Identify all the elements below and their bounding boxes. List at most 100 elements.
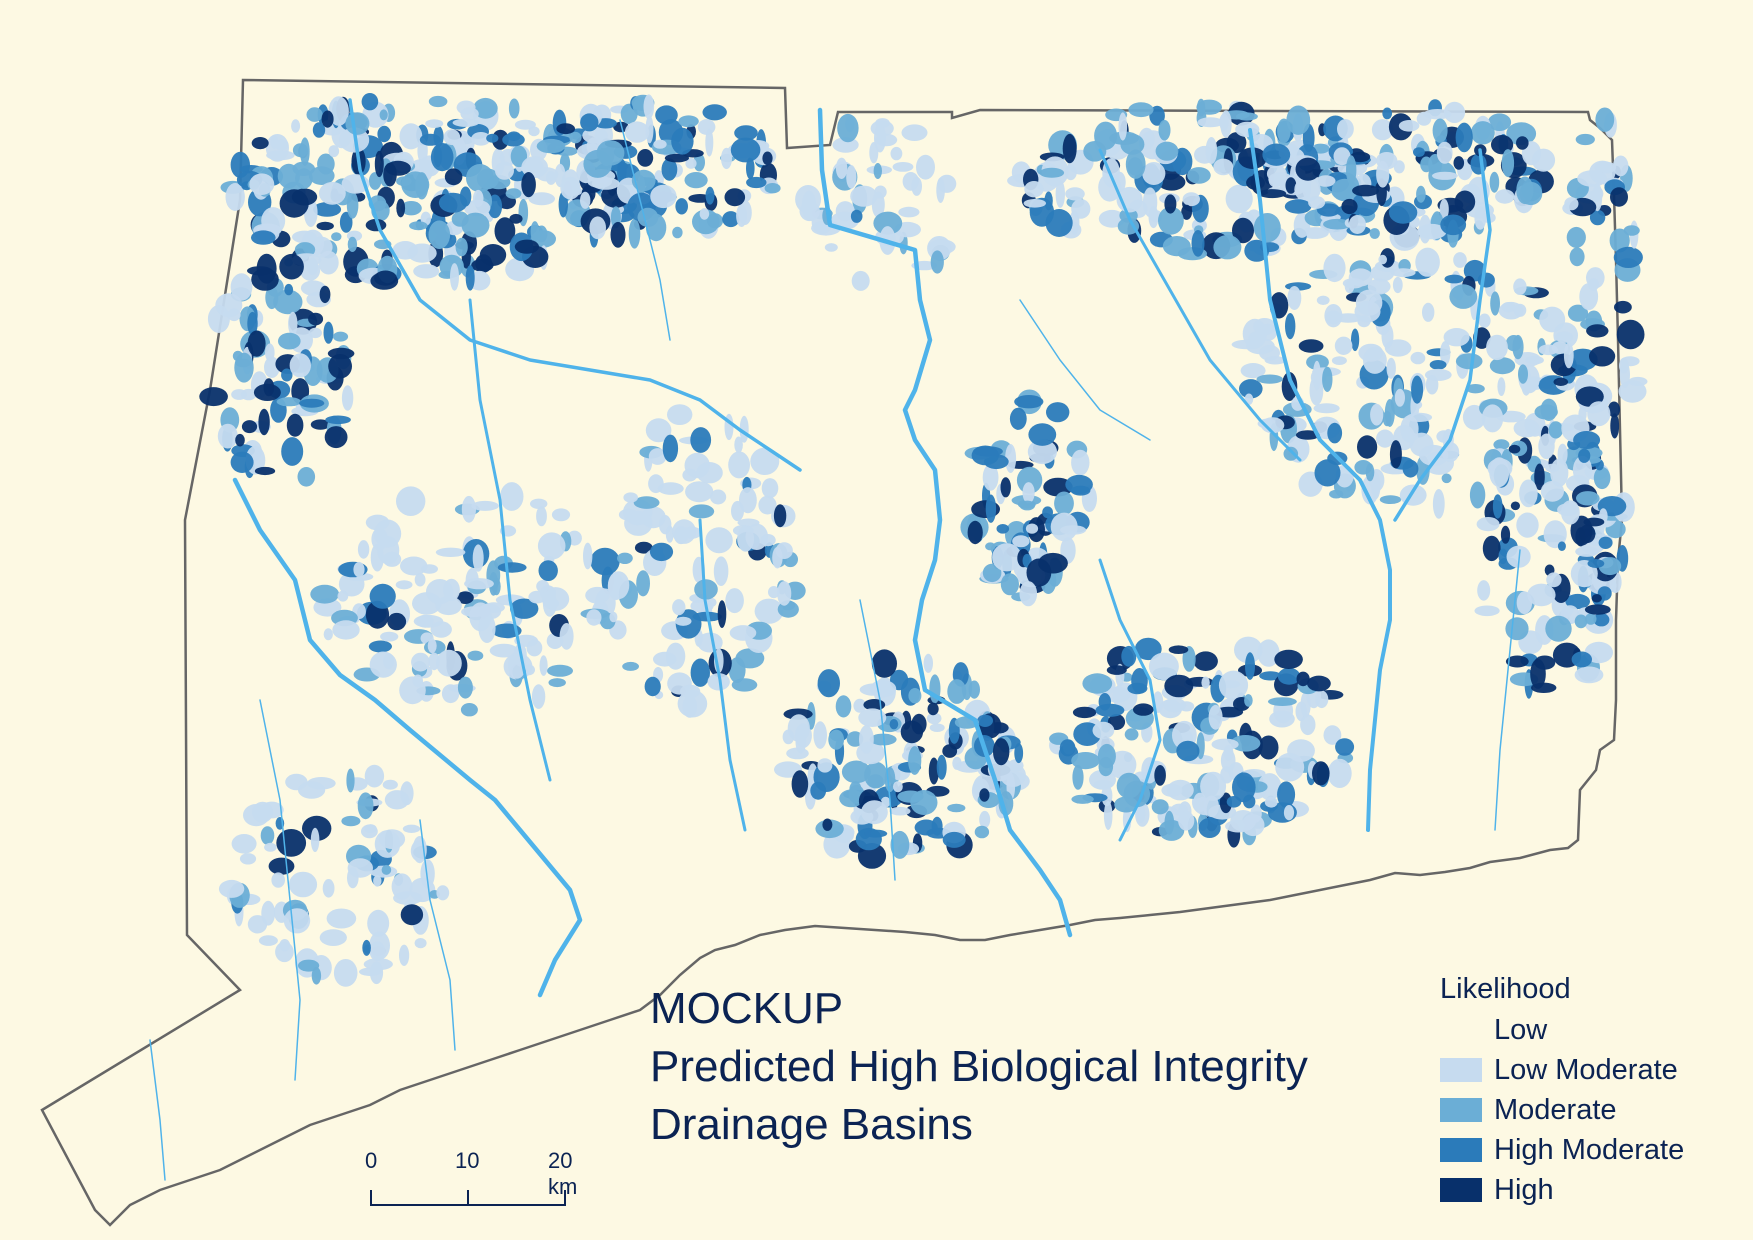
legend-item-low: Low: [1440, 1010, 1684, 1050]
basin-patch: [341, 385, 354, 411]
basin-patch: [693, 153, 705, 172]
basin-patch: [822, 818, 833, 831]
basin-patch: [636, 570, 650, 597]
basin-patch: [1308, 196, 1326, 209]
basin-patch: [1024, 181, 1044, 198]
basin-patch: [810, 781, 827, 800]
basin-patch: [346, 191, 359, 219]
basin-patch: [1516, 136, 1529, 150]
basin-patch: [993, 738, 1010, 766]
basin-patch: [607, 571, 630, 600]
basin-patch: [1543, 520, 1567, 549]
basin-patch: [347, 236, 358, 252]
basin-patch: [1101, 785, 1113, 807]
basin-patch: [869, 680, 897, 698]
basin-patch: [364, 824, 377, 834]
basin-patch: [1071, 752, 1100, 770]
basin-patch: [1256, 374, 1283, 384]
basin-patch: [869, 142, 879, 164]
basin-patch: [1055, 180, 1066, 208]
basin-patch: [319, 285, 331, 304]
basin-patch: [1585, 613, 1597, 625]
basin-patch: [696, 462, 723, 484]
basin-patch: [1045, 209, 1073, 237]
basin-patch: [556, 123, 575, 135]
basin-patch: [985, 494, 997, 523]
basin-patch: [435, 547, 466, 557]
basin-patch: [396, 486, 426, 516]
basin-patch: [1023, 199, 1046, 208]
tributary: [619, 119, 671, 341]
basin-patch: [377, 125, 392, 143]
basin-patch: [1555, 331, 1574, 343]
basin-patch: [1589, 346, 1616, 367]
basin-patch: [1567, 304, 1589, 322]
basin-patch: [930, 250, 944, 274]
basin-patch: [664, 153, 690, 163]
basin-patch: [1575, 133, 1595, 146]
basin-patch: [308, 312, 324, 326]
basin-patch: [1082, 673, 1113, 694]
basin-patch: [277, 163, 300, 189]
basin-patch: [1476, 517, 1500, 532]
basin-patch: [1454, 190, 1476, 214]
basin-patch: [1193, 792, 1207, 813]
connecticut-river: [817, 107, 1073, 938]
basin-patch: [672, 226, 683, 239]
basin-patch: [461, 606, 488, 618]
basin-patch: [452, 118, 479, 127]
basin-patch: [1134, 637, 1162, 661]
legend-item-moderate: Moderate: [1440, 1090, 1684, 1130]
basin-patch: [291, 188, 318, 206]
basin-patch: [1574, 614, 1588, 629]
basin-patch: [379, 109, 388, 121]
basin-patch: [247, 311, 258, 336]
basin-patch: [551, 508, 571, 522]
basin-patch: [702, 104, 727, 121]
basin-patch: [979, 788, 990, 802]
basin-patch: [624, 121, 650, 143]
basin-patch: [678, 115, 699, 128]
basin-patch: [547, 664, 573, 677]
basin-patch: [690, 427, 712, 453]
basin-patch: [324, 426, 348, 449]
basin-patch: [1083, 141, 1107, 162]
scale-label-10: 10: [455, 1148, 480, 1173]
basin-patch: [705, 527, 733, 554]
salmon-river: [1098, 558, 1162, 842]
basin-patch: [1213, 235, 1242, 260]
basin-patch: [1410, 351, 1426, 365]
basin-patch: [1416, 111, 1432, 126]
basin-patch: [1563, 342, 1574, 369]
basin-patch: [514, 119, 536, 130]
basin-patch: [1565, 593, 1590, 610]
basin-patch: [871, 649, 898, 678]
basin-patch: [341, 815, 361, 827]
basin-patch: [411, 652, 430, 672]
basin-patch: [409, 221, 428, 231]
basin-patch: [783, 708, 813, 720]
basin-patch: [450, 263, 459, 291]
basin-patch: [300, 260, 321, 281]
basin-patch: [772, 546, 783, 569]
basin-patch: [1114, 796, 1138, 813]
basin-patch: [1584, 604, 1611, 615]
basin-patch: [1508, 444, 1521, 454]
basin-patch: [705, 186, 715, 205]
basin-patch: [218, 879, 245, 898]
basin-patch: [1187, 167, 1211, 184]
basin-patch: [461, 495, 476, 523]
basin-patch: [1489, 357, 1516, 375]
basin-patch: [1501, 149, 1515, 178]
basin-patch: [1142, 162, 1166, 185]
basin-patch: [428, 95, 448, 108]
basin-patch: [1610, 187, 1628, 207]
basin-patch: [254, 466, 276, 476]
basin-patch: [1151, 799, 1169, 815]
basin-patch: [384, 790, 410, 810]
basin-patch: [1307, 675, 1331, 692]
basin-patch: [1198, 817, 1221, 839]
basin-patch: [1284, 199, 1312, 214]
basin-patch: [947, 803, 966, 813]
basin-patch: [817, 669, 840, 698]
